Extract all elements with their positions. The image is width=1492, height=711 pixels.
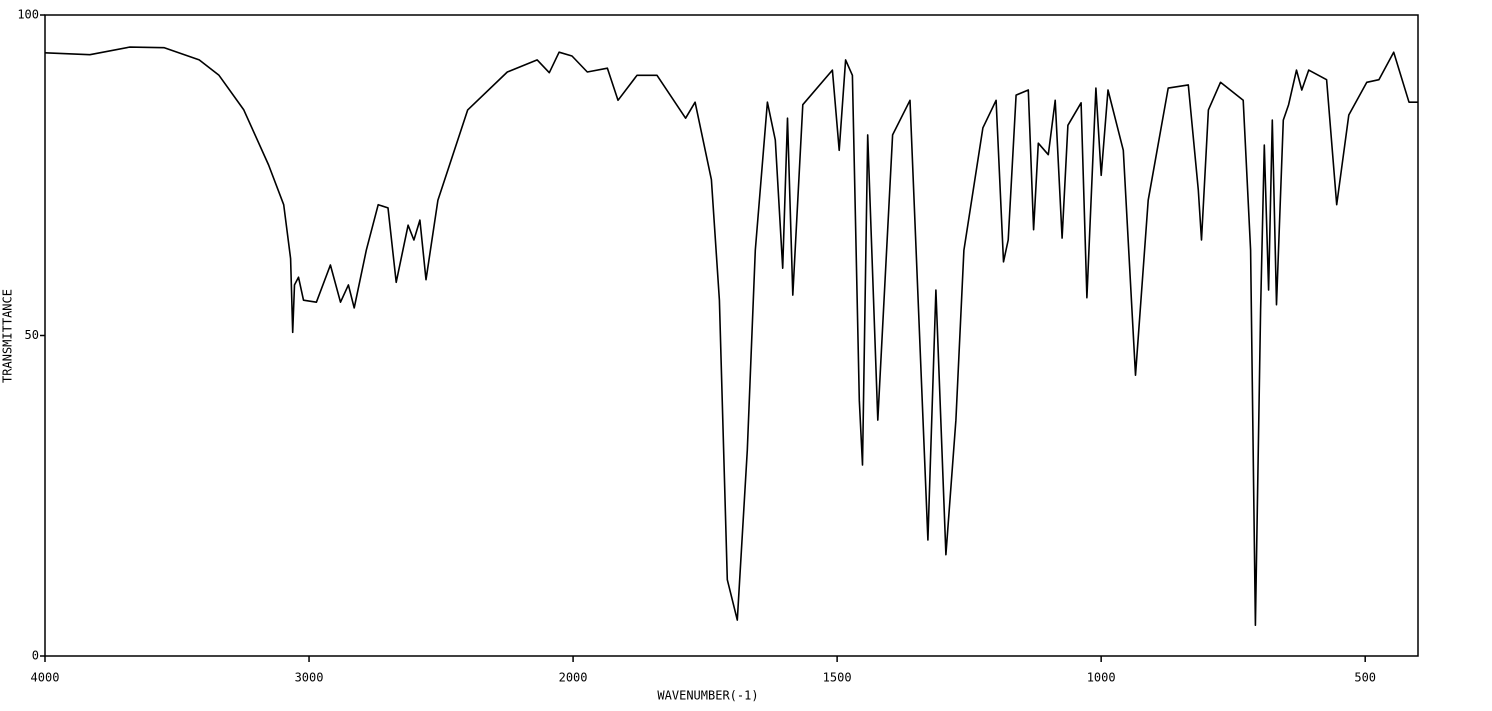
x-tick-label: 2000 xyxy=(559,671,588,685)
spectrum-line xyxy=(44,46,1418,626)
x-axis-label: WAVENUMBER(-1) xyxy=(657,689,758,703)
y-tick-label: 100 xyxy=(17,8,39,22)
x-tick-label: 4000 xyxy=(31,671,60,685)
y-tick-label: 0 xyxy=(32,649,39,663)
x-tick-label: 1000 xyxy=(1087,671,1116,685)
x-tick-label: 3000 xyxy=(295,671,324,685)
y-tick-label: 50 xyxy=(25,328,39,342)
x-tick-label: 500 xyxy=(1354,671,1376,685)
y-axis-label: TRANSMITTANCE xyxy=(1,289,15,383)
plot-frame xyxy=(44,14,1419,657)
x-tick-label: 1500 xyxy=(823,671,852,685)
